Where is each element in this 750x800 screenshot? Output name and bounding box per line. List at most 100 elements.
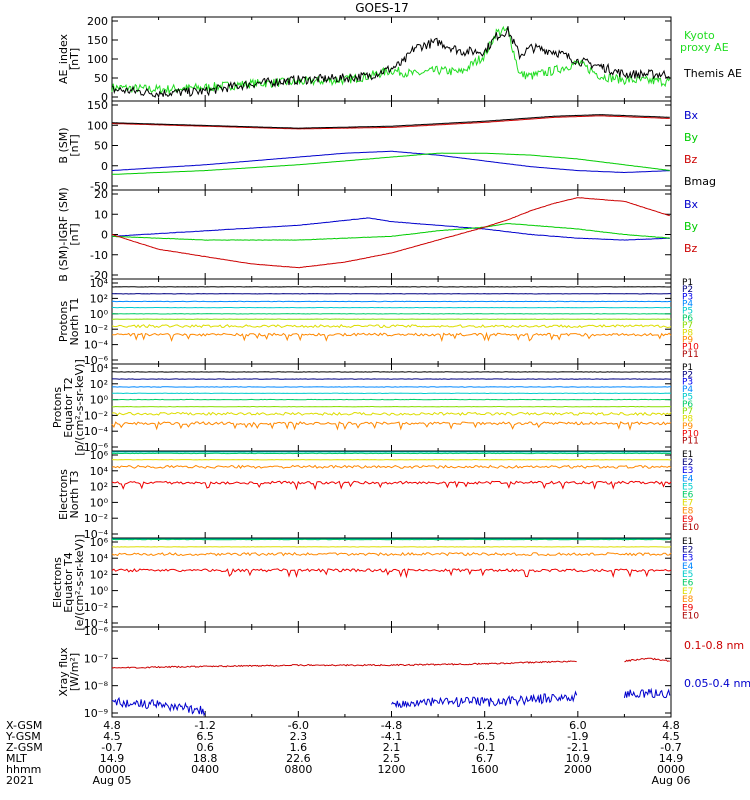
y-tick-label: -20 <box>90 269 108 282</box>
y-tick-label: 150 <box>87 99 108 112</box>
flux-channel-line <box>111 551 672 557</box>
y-tick-label: -50 <box>90 180 108 193</box>
legend-entry: By <box>684 220 699 233</box>
legend-entry: P5 <box>682 307 693 317</box>
y-tick-label: 10⁻⁶ <box>84 625 109 638</box>
time-axis-value: 2.5 <box>383 752 401 765</box>
y-axis-label: [e/(cm²-s-sr-keV)] <box>73 534 86 630</box>
legend-entry: E3 <box>682 554 693 564</box>
flux-channel-line <box>111 421 672 431</box>
panel-2: B (SM)[nT] 150 100 50 0 -50 Bx By Bz Bmag <box>57 99 716 193</box>
y-tick-label: 100 <box>87 53 108 66</box>
time-axis-value: 2000 <box>564 763 592 776</box>
legend-entry: P4 <box>682 385 693 395</box>
y-axis-label: [p/(cm²-s-sr-keV)] <box>73 359 86 456</box>
y-axis-label: [nT] <box>68 48 81 70</box>
legend-entry: P9 <box>682 422 693 432</box>
y-tick-label: 10⁻² <box>84 323 108 336</box>
panel-frame <box>111 537 672 628</box>
flux-channel-line <box>111 324 672 329</box>
legend-entry: E8 <box>682 507 694 517</box>
y-axis-label: [W/m²] <box>68 653 81 691</box>
time-axis-value: -1.9 <box>567 730 588 743</box>
time-axis-value: -0.7 <box>660 741 681 754</box>
y-tick-label: 150 <box>87 34 108 47</box>
legend-entry: P1 <box>682 278 693 288</box>
flux-channel-line <box>111 464 672 469</box>
y-tick-label: 10⁻⁴ <box>84 528 109 541</box>
y-tick-label: 10⁴ <box>90 465 109 478</box>
legend-entry: E1 <box>682 450 693 460</box>
legend-entry: Themis AE <box>683 67 742 80</box>
y-tick-label: 50 <box>94 72 108 85</box>
y-axis-label: B (SM) <box>57 127 70 163</box>
legend-entry: E3 <box>682 466 693 476</box>
time-axis-value: -0.1 <box>474 741 495 754</box>
legend-entry: E6 <box>682 579 694 589</box>
time-axis-value: 14.9 <box>100 752 125 765</box>
legend-entry: P11 <box>682 437 699 447</box>
y-tick-label: 10⁰ <box>90 585 109 598</box>
panel-frame <box>111 100 672 191</box>
time-axis-value: 1200 <box>378 763 406 776</box>
legend-entry: P5 <box>682 392 693 402</box>
legend-entry: E8 <box>682 595 694 605</box>
time-axis-value: 6.0 <box>569 719 587 732</box>
time-axis-value: 0.6 <box>196 741 214 754</box>
legend-entry: E9 <box>682 515 694 525</box>
time-axis-value: 0000 <box>657 763 685 776</box>
legend-entry: Kyoto <box>684 29 715 42</box>
legend-entry: Bx <box>684 109 699 122</box>
time-axis-value: 0400 <box>191 763 219 776</box>
y-tick-label: 10² <box>90 292 108 305</box>
y-axis-label: AE_index <box>57 33 70 84</box>
y-axis-label: [nT] <box>68 223 81 245</box>
legend-entry: E10 <box>682 612 699 622</box>
y-axis-label: B (SM)-IGRF (SM) <box>57 187 70 281</box>
y-axis-label: Xray flux <box>57 647 70 697</box>
panel-frame <box>111 278 672 365</box>
y-axis-label: Equator T4 <box>62 552 75 612</box>
series-line <box>111 223 670 241</box>
y-tick-label: 10⁻⁶ <box>84 354 109 367</box>
time-axis-value: 1.6 <box>290 741 308 754</box>
time-axis-value: 18.8 <box>193 752 218 765</box>
y-tick-label: 10⁶ <box>90 536 109 549</box>
legend-entry: E2 <box>682 458 693 468</box>
series-line <box>111 657 670 669</box>
legend-entry: P8 <box>682 415 693 425</box>
y-axis-label: Equator T2 <box>62 377 75 437</box>
panel-8: Xray flux[W/m²] 10⁻⁶ 10⁻⁷ 10⁻⁸ 10⁻⁹ 0.1-0.8 n… <box>57 625 750 720</box>
legend-entry: 0.05-0.4 nm <box>684 677 750 690</box>
legend-entry: P8 <box>682 328 693 338</box>
y-tick-label: 10⁻² <box>84 601 108 614</box>
time-axis-value: 4.5 <box>103 730 121 743</box>
series-line <box>111 197 670 269</box>
y-tick-label: 200 <box>87 15 108 28</box>
y-tick-label: 10⁻⁶ <box>84 441 109 454</box>
legend-entry: By <box>684 131 699 144</box>
legend-entry: E7 <box>682 587 693 597</box>
time-axis-value: 2.1 <box>383 741 401 754</box>
y-axis-label: Electrons <box>57 469 70 520</box>
time-axis-value: Aug 06 <box>652 774 691 787</box>
series-line <box>111 114 670 129</box>
y-tick-label: 10⁴ <box>90 552 109 565</box>
time-axis-table: X-GSM 4.8 -1.2 -6.0 -4.8 1.2 6.0 4.8 Y-GSM 4.5 6.5… <box>5 719 690 787</box>
panel-frame <box>111 189 672 280</box>
time-axis-value: 22.6 <box>286 752 311 765</box>
time-axis-row-label: Z-GSM <box>6 741 43 754</box>
y-axis-label: Protons <box>57 301 70 342</box>
y-tick-label: 20 <box>94 188 108 201</box>
legend-entry: E5 <box>682 570 693 580</box>
y-tick-label: -10 <box>90 249 108 262</box>
series-line <box>112 687 671 717</box>
time-axis-value: -2.1 <box>567 741 588 754</box>
legend-entry: P10 <box>682 429 699 439</box>
flux-channel-line <box>111 411 672 416</box>
legend-entry: Bz <box>684 153 698 166</box>
legend-entry: P6 <box>682 314 693 324</box>
y-tick-label: 10⁰ <box>90 308 109 321</box>
